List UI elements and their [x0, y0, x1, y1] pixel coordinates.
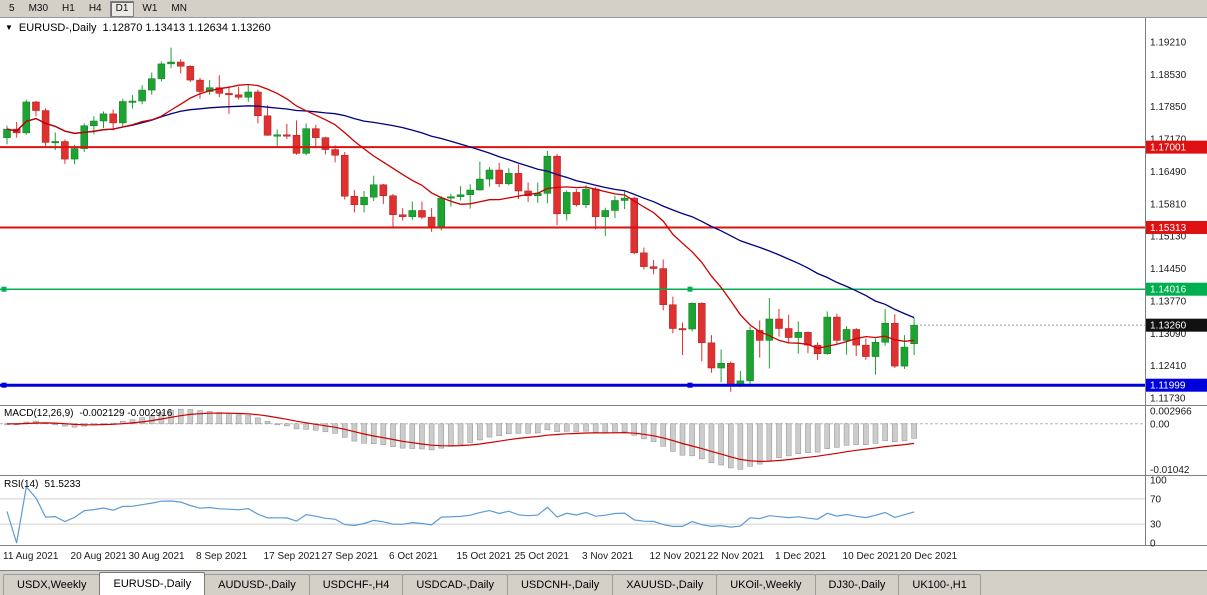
svg-text:1.15810: 1.15810	[1150, 199, 1187, 210]
candles	[3, 47, 918, 392]
svg-text:1 Dec 2021: 1 Dec 2021	[775, 551, 827, 562]
svg-text:11 Aug 2021: 11 Aug 2021	[3, 551, 59, 562]
tab-uk100-h1[interactable]: UK100-,H1	[898, 574, 981, 595]
price-axis[interactable]: 1.19210 1.18530 1.17850 1.17170 1.16490 1.158…	[1146, 38, 1207, 550]
timeframe-button-m30[interactable]: M30	[28, 2, 49, 14]
svg-text:0.002966: 0.002966	[1150, 406, 1192, 417]
chart-title-ohlc: 1.12870 1.13413 1.12634 1.13260	[102, 22, 271, 34]
timeframe-button-w1[interactable]: W1	[142, 2, 158, 14]
svg-text:70: 70	[1150, 494, 1162, 505]
macd-histogram	[4, 408, 917, 470]
rsi-pane-label: RSI(14) 51.5233	[4, 479, 81, 490]
svg-text:27 Sep 2021: 27 Sep 2021	[321, 551, 378, 562]
svg-text:100: 100	[1150, 476, 1167, 487]
timeframe-toolbar: 5 M30 H1 H4 D1 W1 MN	[0, 0, 1207, 18]
chart-title-symbol: EURUSD-,Daily	[18, 22, 97, 34]
svg-text:1.13770: 1.13770	[1150, 296, 1187, 307]
tab-xauusd-daily[interactable]: XAUUSD-,Daily	[612, 574, 718, 595]
svg-text:10 Dec 2021: 10 Dec 2021	[843, 551, 900, 562]
svg-text:1.14450: 1.14450	[1150, 264, 1187, 275]
svg-text:1.14016: 1.14016	[1150, 285, 1187, 296]
tab-audusd-daily[interactable]: AUDUSD-,Daily	[204, 574, 310, 595]
svg-text:0.00: 0.00	[1150, 419, 1170, 430]
svg-text:30 Aug 2021: 30 Aug 2021	[128, 551, 185, 562]
svg-text:30: 30	[1150, 520, 1162, 531]
price-chip-1.11999	[1146, 378, 1207, 392]
rsi-value: 51.5233	[44, 479, 81, 490]
svg-text:1.19210: 1.19210	[1150, 38, 1187, 49]
svg-text:22 Nov 2021: 22 Nov 2021	[707, 551, 764, 562]
svg-text:8 Sep 2021: 8 Sep 2021	[196, 551, 248, 562]
svg-text:1.17850: 1.17850	[1150, 102, 1187, 113]
rsi-line	[6, 485, 915, 544]
timeframe-button-mn[interactable]: MN	[171, 2, 187, 14]
svg-text:12 Nov 2021: 12 Nov 2021	[650, 551, 707, 562]
macd-pane-label: MACD(12,26,9) -0.002129 -0.002916	[4, 408, 172, 419]
svg-text:15 Oct 2021: 15 Oct 2021	[457, 551, 512, 562]
svg-text:3 Nov 2021: 3 Nov 2021	[582, 551, 634, 562]
svg-text:1.17170: 1.17170	[1150, 135, 1187, 146]
ma-slow-line	[6, 105, 915, 319]
timeframe-button-5[interactable]: 5	[9, 2, 15, 14]
svg-text:1.18530: 1.18530	[1150, 70, 1187, 81]
tab-ukoil-weekly[interactable]: UKOil-,Weekly	[716, 574, 816, 595]
svg-text:6 Oct 2021: 6 Oct 2021	[389, 551, 438, 562]
svg-text:1.11730: 1.11730	[1150, 394, 1186, 405]
tab-dj30-daily[interactable]: DJ30-,Daily	[814, 574, 900, 595]
svg-text:20 Dec 2021: 20 Dec 2021	[900, 551, 957, 562]
svg-text:0: 0	[1150, 539, 1156, 550]
date-axis[interactable]: 11 Aug 2021 20 Aug 2021 30 Aug 2021 8 Sep 2…	[3, 551, 958, 562]
tab-usdchf-h4[interactable]: USDCHF-,H4	[308, 574, 404, 595]
ma-fast-line	[6, 83, 915, 349]
macd-label: MACD(12,26,9)	[4, 408, 74, 419]
rsi-label: RSI(14)	[4, 479, 39, 490]
macd-values: -0.002129 -0.002916	[79, 408, 173, 419]
price-chip-1.15313	[1146, 220, 1207, 234]
chart-title: ▼ EURUSD-,Daily 1.12870 1.13413 1.12634 …	[5, 22, 271, 34]
svg-text:1.11999: 1.11999	[1150, 381, 1186, 392]
svg-text:25 Oct 2021: 25 Oct 2021	[514, 551, 569, 562]
chart-canvas[interactable]: 1.19210 1.18530 1.17850 1.17170 1.16490 1.158…	[0, 18, 1207, 570]
svg-text:17 Sep 2021: 17 Sep 2021	[264, 551, 321, 562]
timeframe-button-h1[interactable]: H1	[62, 2, 75, 14]
macd-signal-line	[6, 412, 915, 463]
symbol-dropdown-icon[interactable]: ▼	[5, 23, 13, 32]
svg-text:1.13260: 1.13260	[1150, 321, 1187, 332]
svg-text:1.15313: 1.15313	[1150, 223, 1187, 234]
chart-tabs: USDX,Weekly EURUSD-,Daily AUDUSD-,Daily USD…	[0, 570, 1207, 595]
price-chip-1.17001	[1146, 140, 1207, 154]
svg-text:20 Aug 2021: 20 Aug 2021	[71, 551, 128, 562]
timeframe-button-d1[interactable]: D1	[109, 0, 135, 17]
price-chip-1.13260	[1146, 318, 1207, 332]
svg-text:1.15130: 1.15130	[1150, 232, 1187, 243]
price-chip-1.14016	[1146, 282, 1207, 296]
timeframe-button-h4[interactable]: H4	[88, 2, 102, 14]
tab-usdcnh-daily[interactable]: USDCNH-,Daily	[506, 574, 614, 595]
svg-text:-0.01042: -0.01042	[1150, 465, 1190, 476]
tab-eurusd-daily[interactable]: EURUSD-,Daily	[99, 572, 206, 595]
horizontal-lines[interactable]	[0, 146, 1145, 388]
tab-usdx-weekly[interactable]: USDX,Weekly	[3, 574, 101, 595]
chart-region[interactable]: 1.19210 1.18530 1.17850 1.17170 1.16490 1.158…	[0, 18, 1207, 570]
svg-text:1.17001: 1.17001	[1150, 143, 1187, 154]
svg-text:1.13090: 1.13090	[1150, 329, 1187, 340]
svg-text:1.12410: 1.12410	[1150, 361, 1187, 372]
tab-usdcad-daily[interactable]: USDCAD-,Daily	[402, 574, 508, 595]
svg-text:1.16490: 1.16490	[1150, 167, 1187, 178]
